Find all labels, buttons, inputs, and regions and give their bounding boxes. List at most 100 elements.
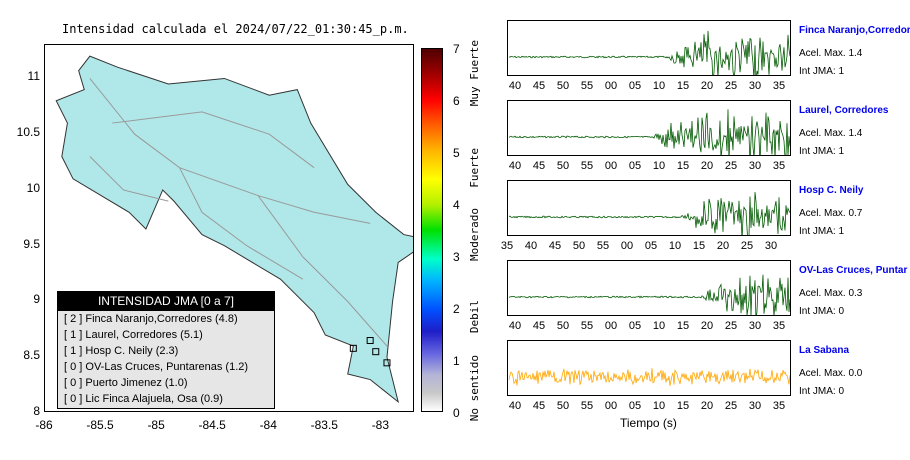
station-int: Int JMA: 1 (799, 146, 845, 157)
map-y-tick: 9 (33, 292, 40, 307)
colorbar-tick: 6 (453, 94, 460, 108)
waveform-tick: 15 (676, 80, 690, 92)
map-x-tick: -86 (35, 418, 53, 432)
waveform-tick: 00 (620, 240, 634, 252)
station-marker (349, 344, 357, 352)
waveform-tick: 20 (716, 240, 730, 252)
waveform-tick: 45 (532, 80, 546, 92)
waveform-tick: 50 (556, 160, 570, 172)
waveform-trace (508, 274, 790, 315)
waveform-trace (508, 368, 790, 386)
colorbar-tick: 2 (453, 302, 460, 316)
station-int: Int JMA: 1 (799, 226, 845, 237)
station-name: Laurel, Corredores (799, 105, 889, 116)
station-name: La Sabana (799, 345, 850, 356)
colorbar-category: Fuerte (468, 148, 481, 188)
station-acel: Acel. Max. 0.3 (799, 288, 863, 299)
waveform-tick: 05 (628, 80, 642, 92)
waveform-tick: 50 (556, 320, 570, 332)
map-y-tick: 8.5 (23, 348, 40, 363)
waveform-trace (508, 30, 790, 75)
waveform-tick: 45 (532, 400, 546, 412)
waveform-panel (507, 100, 791, 156)
colorbar-tick: 4 (453, 198, 460, 212)
waveform-trace (508, 192, 790, 235)
legend-item: [ 1 ] Hosp C. Neily (2.3) (64, 345, 179, 357)
waveform-tick: 05 (628, 400, 642, 412)
waveform-tick: 30 (764, 240, 778, 252)
waveform-tick: 55 (580, 160, 594, 172)
waveform-tick: 50 (556, 400, 570, 412)
waveform-tick: 50 (556, 80, 570, 92)
map-x-tick: -83.5 (310, 418, 338, 432)
colorbar-category: No sentido (468, 355, 481, 422)
waveform-tick: 20 (700, 400, 714, 412)
legend-item: [ 0 ] Puerto Jimenez (1.0) (64, 377, 188, 389)
waveform-tick: 40 (524, 240, 538, 252)
waveform-tick: 00 (604, 80, 618, 92)
map-x-tick: -83 (371, 418, 390, 432)
station-marker (383, 359, 391, 367)
road-line (89, 78, 371, 224)
waveform-tick: 35 (772, 160, 786, 172)
station-acel: Acel. Max. 0.0 (799, 368, 863, 379)
waveform-tick: 15 (676, 160, 690, 172)
intensity-legend: INTENSIDAD JMA [0 a 7] [ 2 ] Finca Naran… (57, 291, 275, 409)
map-x-tick: -85.5 (86, 418, 114, 432)
colorbar-category: Moderado (468, 208, 481, 261)
waveform-tick: 05 (628, 320, 642, 332)
waveform-tick: 45 (532, 320, 546, 332)
waveform-tick: 25 (724, 160, 738, 172)
waveform-tick: 15 (676, 320, 690, 332)
waveform-tick: 10 (652, 400, 666, 412)
waveform-tick: 50 (572, 240, 586, 252)
colorbar-tick: 3 (453, 250, 460, 264)
waveform-tick: 10 (652, 160, 666, 172)
station-name: Hosp C. Neily (799, 185, 864, 196)
waveform-tick: 10 (652, 320, 666, 332)
waveform-panel (507, 180, 791, 236)
waveform-tick: 10 (652, 80, 666, 92)
legend-title: INTENSIDAD JMA [0 a 7] (58, 292, 274, 311)
waveform-tick: 25 (724, 80, 738, 92)
waveform-tick: 35 (772, 320, 786, 332)
map-x-tick: -84 (259, 418, 277, 432)
road-line (89, 156, 169, 202)
waveform-tick: 20 (700, 80, 714, 92)
intensity-map: INTENSIDAD JMA [0 a 7] [ 2 ] Finca Naran… (44, 44, 414, 412)
map-y-tick: 11 (27, 69, 40, 84)
map-canvas (55, 55, 413, 404)
waveform-tick: 25 (724, 320, 738, 332)
waveform-tick: 05 (644, 240, 658, 252)
waveform-tick: 00 (604, 400, 618, 412)
map-y-tick: 8 (33, 404, 40, 418)
road-line (112, 111, 315, 169)
waveform-tick: 40 (508, 320, 522, 332)
station-name: OV-Las Cruces, Puntar (799, 265, 908, 276)
legend-item: [ 0 ] OV-Las Cruces, Puntarenas (1.2) (64, 361, 249, 373)
station-int: Int JMA: 1 (799, 66, 845, 77)
waveform-tick: 15 (692, 240, 706, 252)
legend-item: [ 0 ] Lic Finca Alajuela, Osa (0.9) (64, 393, 223, 405)
waveform-tick: 05 (628, 160, 642, 172)
waveform-tick: 35 (500, 240, 514, 252)
waveform-tick: 25 (724, 400, 738, 412)
waveform-tick: 00 (604, 160, 618, 172)
waveform-trace (508, 109, 790, 155)
waveform-tick: 45 (532, 160, 546, 172)
waveform-tick: 55 (596, 240, 610, 252)
station-int: Int JMA: 0 (799, 386, 845, 397)
intensity-colorbar (421, 48, 443, 412)
colorbar-category: Debil (468, 300, 481, 334)
station-marker (366, 337, 374, 345)
station-marker (372, 348, 380, 356)
map-y-tick: 9.5 (23, 236, 40, 251)
waveform-panel (507, 260, 791, 316)
page-title: Intensidad calculada el 2024/07/22_01:30… (62, 22, 409, 36)
waveform-tick: 40 (508, 400, 522, 412)
map-y-tick: 10.5 (16, 125, 40, 140)
waveform-tick: 55 (580, 320, 594, 332)
colorbar-tick: 7 (453, 42, 460, 56)
legend-item: [ 1 ] Laurel, Corredores (5.1) (64, 329, 203, 341)
waveform-tick: 30 (748, 400, 762, 412)
